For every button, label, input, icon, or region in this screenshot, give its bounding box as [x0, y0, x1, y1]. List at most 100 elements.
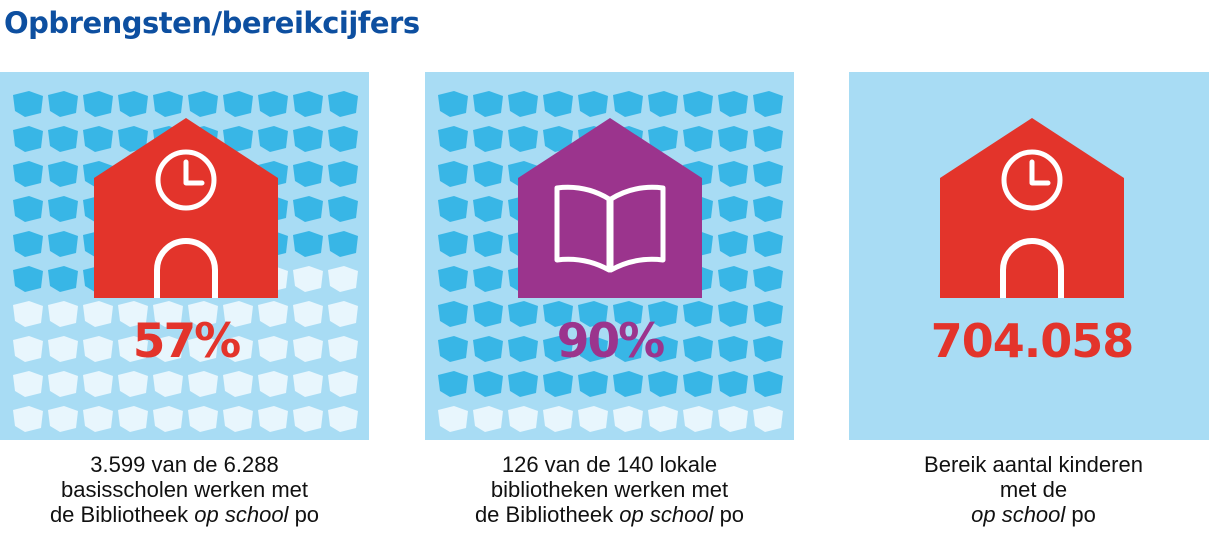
empty-tile — [188, 336, 218, 362]
libraries-caption: 126 van de 140 lokale bibliotheken werke… — [425, 452, 794, 527]
caption-line: de Bibliotheek op school po — [474, 502, 745, 527]
empty-tile — [328, 336, 358, 362]
filled-tile — [438, 266, 468, 292]
empty-tile — [293, 336, 323, 362]
libraries-percentage: 90% — [557, 314, 664, 369]
filled-tile — [118, 126, 148, 152]
filled-tile — [258, 91, 288, 117]
empty-tile — [683, 406, 713, 432]
empty-tile — [118, 301, 148, 327]
filled-tile — [473, 336, 503, 362]
empty-tile — [648, 406, 678, 432]
empty-tile — [613, 406, 643, 432]
filled-tile — [48, 266, 78, 292]
empty-tile — [328, 371, 358, 397]
filled-tile — [328, 196, 358, 222]
filled-tile — [753, 161, 783, 187]
empty-tile — [508, 406, 538, 432]
empty-tile — [258, 406, 288, 432]
empty-tile — [223, 336, 253, 362]
empty-tile — [83, 336, 113, 362]
libraries-panel: 90% — [425, 72, 794, 440]
schools-caption: 3.599 van de 6.288 basisscholen werken m… — [0, 452, 369, 527]
library-house-icon — [518, 118, 702, 298]
filled-tile — [648, 91, 678, 117]
filled-tile — [718, 301, 748, 327]
filled-tile — [13, 266, 43, 292]
filled-tile — [753, 371, 783, 397]
filled-tile — [328, 91, 358, 117]
empty-tile — [293, 301, 323, 327]
empty-tile — [258, 371, 288, 397]
filled-tile — [438, 301, 468, 327]
filled-tile — [13, 161, 43, 187]
empty-tile — [223, 406, 253, 432]
empty-tile — [473, 406, 503, 432]
filled-tile — [578, 371, 608, 397]
filled-tile — [48, 161, 78, 187]
filled-tile — [578, 91, 608, 117]
caption-line: op school po — [971, 502, 1096, 527]
filled-tile — [473, 301, 503, 327]
filled-tile — [753, 126, 783, 152]
filled-tile — [613, 336, 643, 362]
filled-tile — [473, 266, 503, 292]
filled-tile — [683, 91, 713, 117]
filled-tile — [83, 126, 113, 152]
filled-tile — [13, 91, 43, 117]
school-house-icon — [94, 118, 278, 298]
filled-tile — [648, 336, 678, 362]
schools-infographic: 57% — [13, 91, 358, 432]
filled-tile — [753, 91, 783, 117]
empty-tile — [328, 301, 358, 327]
empty-tile — [188, 301, 218, 327]
filled-tile — [48, 231, 78, 257]
filled-tile — [48, 126, 78, 152]
filled-tile — [258, 126, 288, 152]
filled-tile — [438, 371, 468, 397]
filled-tile — [543, 91, 573, 117]
caption-line: met de — [999, 477, 1068, 502]
filled-tile — [293, 126, 323, 152]
filled-tile — [153, 91, 183, 117]
filled-tile — [223, 91, 253, 117]
filled-tile — [438, 336, 468, 362]
filled-tile — [753, 301, 783, 327]
filled-tile — [293, 161, 323, 187]
empty-tile — [543, 406, 573, 432]
empty-tile — [293, 266, 323, 292]
filled-tile — [718, 231, 748, 257]
empty-tile — [118, 406, 148, 432]
empty-tile — [223, 371, 253, 397]
empty-tile — [13, 301, 43, 327]
filled-tile — [188, 91, 218, 117]
empty-tile — [153, 371, 183, 397]
filled-tile — [48, 196, 78, 222]
children-reach-count: 704.058 — [931, 314, 1134, 368]
empty-tile — [188, 406, 218, 432]
filled-tile — [578, 336, 608, 362]
filled-tile — [438, 126, 468, 152]
filled-tile — [293, 231, 323, 257]
filled-tile — [438, 91, 468, 117]
clock-icon — [1001, 149, 1063, 211]
filled-tile — [473, 161, 503, 187]
caption-line: bibliotheken werken met — [490, 477, 729, 502]
empty-tile — [48, 371, 78, 397]
filled-tile — [473, 231, 503, 257]
filled-tile — [683, 301, 713, 327]
empty-tile — [153, 406, 183, 432]
filled-tile — [543, 301, 573, 327]
filled-tile — [473, 126, 503, 152]
book-icon — [554, 184, 666, 273]
empty-tile — [13, 371, 43, 397]
filled-tile — [13, 196, 43, 222]
caption-line: basisscholen werken met — [60, 477, 308, 502]
filled-tile — [328, 161, 358, 187]
filled-tile — [438, 196, 468, 222]
page-title: Opbrengsten/bereikcijfers — [4, 6, 420, 40]
filled-tile — [543, 126, 573, 152]
filled-tile — [718, 91, 748, 117]
filled-tile — [438, 231, 468, 257]
empty-tile — [48, 406, 78, 432]
